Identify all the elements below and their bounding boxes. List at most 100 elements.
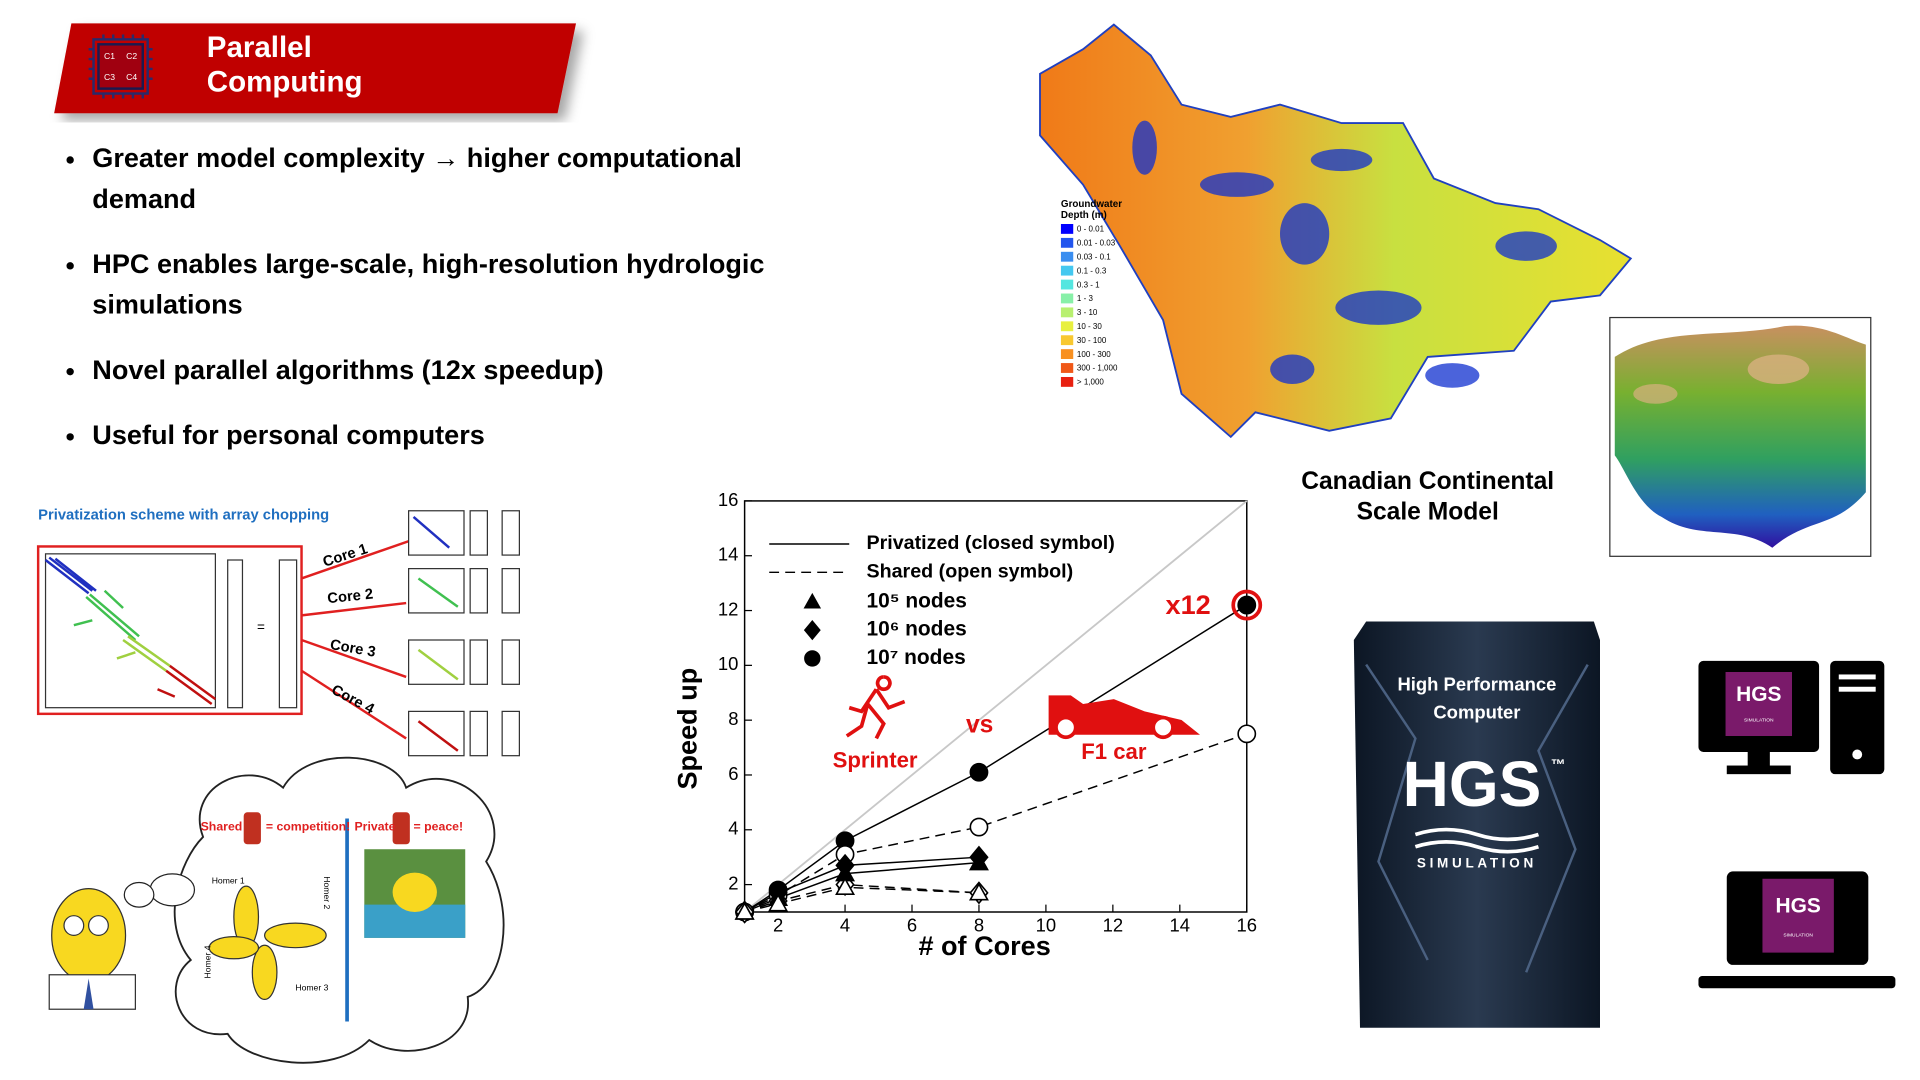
map-legend-title: Groundwater	[1061, 199, 1122, 210]
legend-label: 10⁵ nodes	[866, 589, 966, 612]
map-caption: Canadian Continental	[1301, 468, 1554, 495]
legend-label: 10⁶ nodes	[866, 618, 966, 641]
decoration	[116, 635, 171, 672]
decoration	[208, 885, 327, 1001]
x-tick-label: 6	[907, 915, 917, 936]
map-legend-label: 100 - 300	[1077, 350, 1111, 359]
decoration	[97, 43, 145, 90]
bullet-dot	[66, 156, 74, 164]
map-legend-label: 0.01 - 0.03	[1077, 239, 1116, 248]
vs-label: vs	[966, 712, 993, 739]
map-legend-swatch	[1060, 321, 1074, 332]
core-label: Core 4	[329, 682, 378, 718]
decoration	[83, 978, 94, 1010]
decoration	[412, 515, 451, 549]
legend-label: 10⁷ nodes	[866, 646, 965, 669]
decoration	[1200, 172, 1274, 197]
decoration	[1132, 120, 1557, 388]
series-line	[744, 886, 979, 913]
decoration	[392, 812, 410, 845]
decoration	[1310, 148, 1373, 172]
matrix-diagram: =	[36, 510, 521, 757]
bullet-dot	[66, 262, 74, 270]
decoration	[1495, 231, 1557, 261]
decoration	[1039, 23, 1633, 439]
speedup-label: x12	[1166, 589, 1211, 620]
decoration	[278, 559, 298, 709]
decoration	[501, 568, 521, 614]
decoration	[1852, 749, 1863, 760]
decoration	[208, 936, 260, 960]
y-tick-label: 2	[728, 872, 738, 893]
decoration	[501, 510, 521, 556]
decoration	[149, 873, 196, 907]
data-point	[1237, 595, 1257, 615]
decoration	[44, 556, 97, 595]
thinking-figure	[48, 888, 137, 1010]
map-legend-swatch	[1060, 224, 1074, 234]
homer-label: Homer 2	[322, 876, 332, 909]
decoration	[392, 872, 437, 913]
decoration	[1425, 363, 1480, 388]
decoration	[1762, 878, 1834, 953]
bullet-text: Greater model complexity → higher comput…	[92, 142, 742, 173]
decoration	[92, 38, 149, 95]
car-wheel	[1054, 715, 1078, 740]
decoration	[1280, 203, 1330, 265]
decoration	[501, 710, 521, 757]
map-legend-label: 0.1 - 0.3	[1077, 266, 1107, 275]
data-point	[968, 852, 989, 871]
decoration	[243, 812, 261, 845]
decoration	[1335, 290, 1422, 325]
decoration	[88, 915, 109, 937]
map-legend-label: 10 - 30	[1077, 322, 1102, 331]
data-point	[768, 893, 789, 912]
bullet-dot	[66, 433, 74, 441]
data-point	[968, 882, 989, 901]
highlight-ring	[1231, 589, 1263, 621]
bullet-text: HPC enables large-scale, high-resolution…	[92, 248, 764, 279]
map-legend-label: > 1,000	[1077, 378, 1104, 387]
decoration	[157, 664, 217, 705]
hpc-server	[1353, 621, 1601, 1028]
title-banner	[54, 23, 577, 114]
bullet-dot	[66, 368, 74, 376]
map-legend-swatch	[1060, 376, 1074, 387]
map-legend-swatch	[1060, 335, 1074, 346]
decoration	[417, 577, 459, 608]
series-line	[744, 856, 979, 913]
y-axis-label: Speed up	[671, 668, 702, 790]
thought-cloud	[123, 756, 505, 1064]
hpc-caption: Computer	[1433, 702, 1520, 723]
cartoon-label: = competition!	[266, 819, 350, 833]
chip-label: C4	[126, 72, 137, 82]
decoration	[469, 568, 489, 614]
legend-marker	[803, 592, 822, 609]
chip-icon: C1 C2 C3 C4	[88, 34, 153, 99]
speedup-chart: # of Cores Speed up 2 4 6 8 10 12 14 16 2 4 6 8 10 12…	[671, 489, 1263, 961]
decoration	[469, 710, 489, 757]
decoration	[1747, 354, 1810, 385]
decoration	[1132, 120, 1157, 175]
x-axis-label: # of Cores	[918, 930, 1050, 961]
decoration	[469, 510, 489, 556]
x-tick-label: 4	[840, 915, 850, 936]
icon-logo: HGS	[1736, 683, 1781, 706]
decoration	[1698, 976, 1896, 989]
map-legend-swatch	[1060, 279, 1074, 290]
decoration	[251, 944, 278, 1001]
data-point	[835, 877, 856, 896]
hpc-caption: High Performance	[1397, 673, 1556, 694]
map-legend-label: 0.3 - 1	[1077, 280, 1100, 289]
map-legend-label: 3 - 10	[1077, 308, 1098, 317]
homer-label: Homer 4	[202, 945, 212, 978]
data-point	[1237, 724, 1257, 744]
decoration	[1365, 663, 1589, 973]
map-legend-swatch	[1060, 363, 1074, 373]
map-legend-label: 300 - 1,000	[1077, 364, 1118, 373]
hpc-logo: HGS	[1403, 748, 1542, 820]
x-tick-label: 12	[1103, 915, 1124, 936]
